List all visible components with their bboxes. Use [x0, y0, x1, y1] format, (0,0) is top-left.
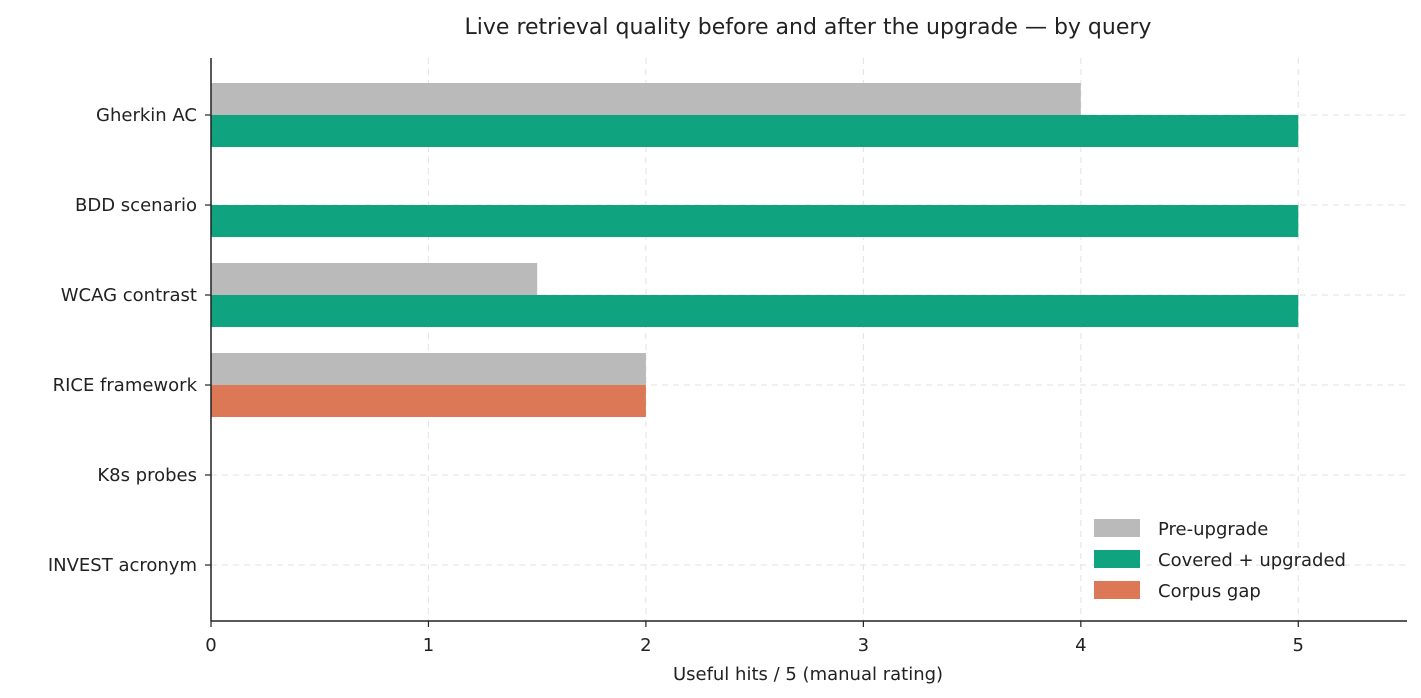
- y-tick-label: INVEST acronym: [48, 555, 197, 576]
- legend-swatch: [1094, 519, 1140, 537]
- legend-swatch: [1094, 550, 1140, 568]
- legend-swatch: [1094, 581, 1140, 599]
- y-tick-label: Gherkin AC: [96, 105, 197, 126]
- x-tick-label: 5: [1293, 635, 1304, 656]
- legend-label: Pre-upgrade: [1158, 519, 1268, 540]
- x-tick-label: 2: [640, 635, 651, 656]
- bar-post-upgrade: [211, 385, 646, 417]
- axes: [210, 58, 1407, 622]
- x-tick-label: 4: [1075, 635, 1086, 656]
- x-tick-label: 0: [205, 635, 216, 656]
- bar-pre-upgrade: [211, 263, 538, 295]
- x-tick-label: 3: [858, 635, 869, 656]
- bar-pre-upgrade: [211, 353, 646, 385]
- y-tick-label: K8s probes: [97, 465, 197, 486]
- legend-label: Corpus gap: [1158, 581, 1261, 602]
- bars: [211, 83, 1299, 417]
- x-tick-label: 1: [423, 635, 434, 656]
- bar-post-upgrade: [211, 115, 1299, 147]
- y-tick-label: BDD scenario: [75, 195, 197, 216]
- ticks: 0 1 2 3 4 5 Gherkin AC BDD scenario WCAG contras…: [48, 105, 1304, 656]
- y-tick-label: WCAG contrast: [61, 285, 197, 306]
- bar-post-upgrade: [211, 295, 1299, 327]
- bar-post-upgrade: [211, 205, 1299, 237]
- legend-label: Covered + upgraded: [1158, 550, 1346, 571]
- chart-title: Live retrieval quality before and after …: [465, 15, 1152, 40]
- legend: Pre-upgrade Covered + upgraded Corpus gap: [1094, 519, 1346, 602]
- y-tick-label: RICE framework: [53, 375, 198, 396]
- bar-pre-upgrade: [211, 83, 1081, 115]
- x-axis-label: Useful hits / 5 (manual rating): [673, 664, 943, 685]
